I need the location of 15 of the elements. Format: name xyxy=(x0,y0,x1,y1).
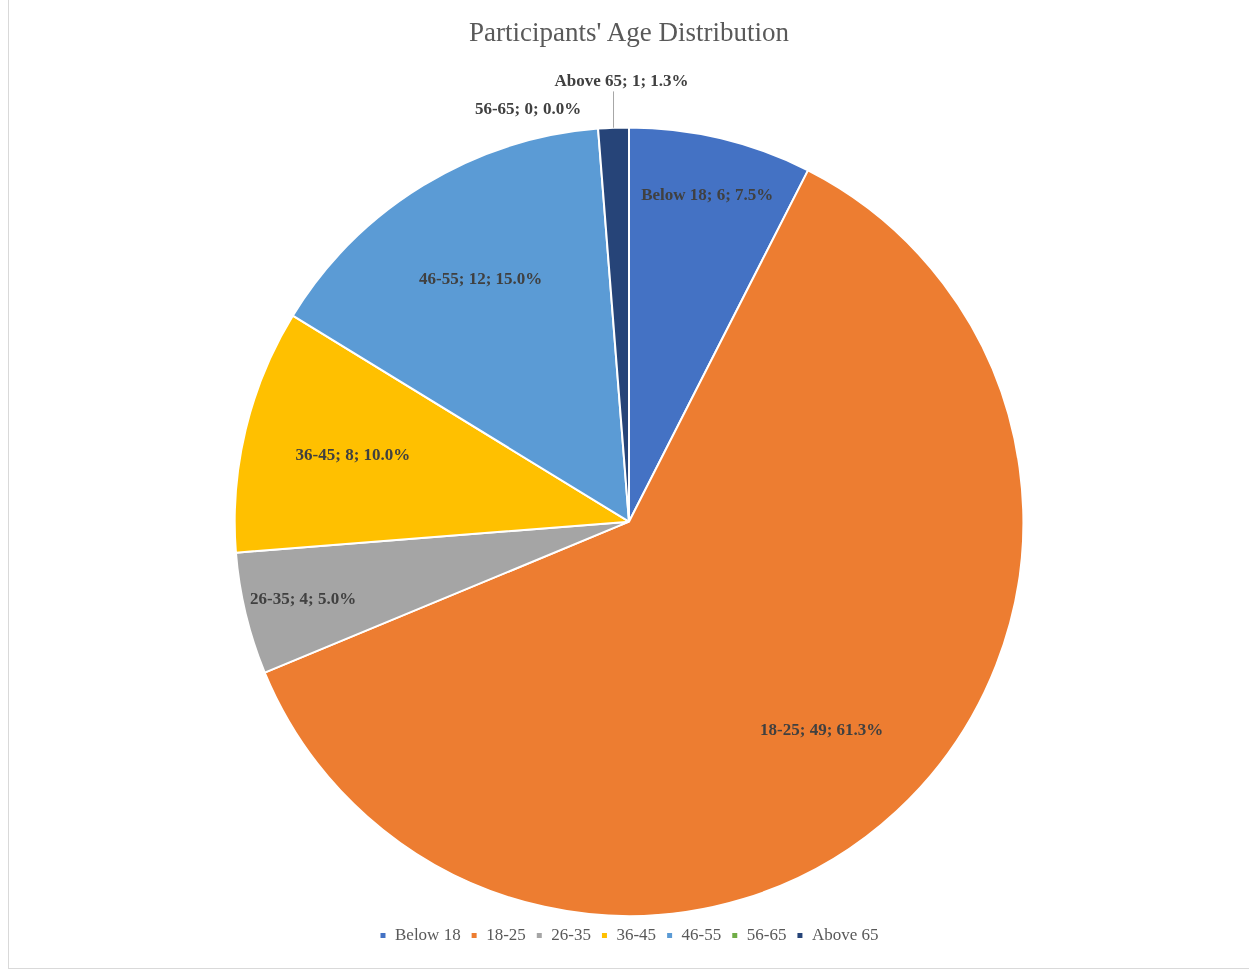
legend-label: 26-35 xyxy=(551,924,591,944)
data-label: 26-35; 4; 5.0% xyxy=(249,589,357,609)
text: 56-65; 0; 0.0% xyxy=(474,98,582,118)
legend-label: 56-65 xyxy=(746,924,787,944)
legend-label: 36-45 xyxy=(616,924,657,944)
legend-label: Above 65 xyxy=(811,924,879,944)
legend-label: 18-25 xyxy=(486,924,526,944)
data-label: Above 65; 1; 1.3% xyxy=(554,70,689,90)
data-label: 36-45; 8; 10.0% xyxy=(295,444,411,464)
data-label: Below 18; 6; 7.5% xyxy=(641,185,774,205)
legend-label: Below 18 xyxy=(394,924,461,944)
chart-title: Participants' Age Distribution xyxy=(469,17,790,48)
data-label: 18-25; 49; 61.3% xyxy=(760,719,884,739)
legend-label: 46-55 xyxy=(681,924,722,944)
data-label: 46-55; 12; 15.0% xyxy=(419,269,543,289)
